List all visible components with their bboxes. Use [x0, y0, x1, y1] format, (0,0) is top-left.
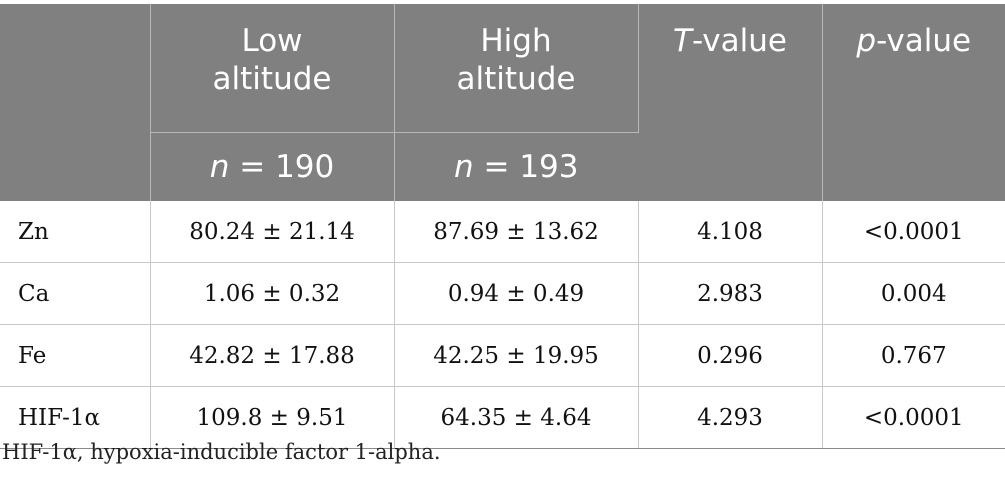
header-low-altitude: Low altitude	[150, 4, 395, 133]
header-high-line2: altitude	[456, 61, 576, 97]
row-label: Fe	[0, 324, 151, 387]
table-row: Fe 42.82 ± 17.88 42.25 ± 19.95 0.296 0.7…	[0, 324, 1005, 387]
table-row: Ca 1.06 ± 0.32 0.94 ± 0.49 2.983 0.004	[0, 262, 1005, 325]
header-high-n: n = 193	[394, 132, 638, 201]
header-high-line1: High	[480, 23, 552, 59]
header-low-n: n = 190	[150, 132, 395, 201]
p-value: <0.0001	[822, 201, 1005, 263]
row-label: Zn	[0, 201, 151, 263]
table-footnote: HIF-1α, hypoxia-inducible factor 1-alpha…	[2, 440, 441, 464]
p-value: 0.767	[822, 324, 1005, 387]
high-altitude-value: 42.25 ± 19.95	[394, 324, 639, 387]
header-p-suffix: -value	[876, 23, 972, 59]
low-altitude-value: 80.24 ± 21.14	[150, 201, 395, 263]
header-t-value: T-value	[638, 4, 823, 201]
high-altitude-value: 87.69 ± 13.62	[394, 201, 639, 263]
t-value: 4.108	[638, 201, 823, 263]
header-row: Low altitude High altitude T-value p-val…	[0, 4, 1005, 201]
p-value: <0.0001	[822, 386, 1005, 449]
t-value: 4.293	[638, 386, 823, 449]
header-low-line2: altitude	[212, 61, 332, 97]
low-altitude-value: 109.8 ± 9.51	[150, 386, 395, 449]
header-t-var: T	[673, 23, 692, 59]
row-label: Ca	[0, 262, 151, 325]
high-altitude-value: 64.35 ± 4.64	[394, 386, 639, 449]
low-altitude-value: 1.06 ± 0.32	[150, 262, 395, 325]
header-high-n-var: n	[453, 149, 474, 185]
header-p-value: p-value	[822, 4, 1005, 201]
row-label: HIF-1α	[0, 386, 151, 449]
t-value: 0.296	[638, 324, 823, 387]
table-row: HIF-1α 109.8 ± 9.51 64.35 ± 4.64 4.293 <…	[0, 386, 1005, 449]
header-low-n-var: n	[209, 149, 230, 185]
p-value: 0.004	[822, 262, 1005, 325]
header-low-n-value: = 190	[229, 149, 335, 185]
header-corner-cell	[0, 4, 151, 201]
header-high-n-value: = 193	[473, 149, 579, 185]
header-t-suffix: -value	[691, 23, 787, 59]
low-altitude-value: 42.82 ± 17.88	[150, 324, 395, 387]
t-value: 2.983	[638, 262, 823, 325]
header-p-var: p	[856, 23, 877, 59]
header-n-row: n = 190 n = 193	[0, 132, 1005, 201]
results-table: Low altitude High altitude T-value p-val…	[0, 4, 1005, 449]
header-low-line1: Low	[241, 23, 303, 59]
high-altitude-value: 0.94 ± 0.49	[394, 262, 639, 325]
table-row: Zn 80.24 ± 21.14 87.69 ± 13.62 4.108 <0.…	[0, 201, 1005, 263]
header-high-altitude: High altitude	[394, 4, 639, 133]
